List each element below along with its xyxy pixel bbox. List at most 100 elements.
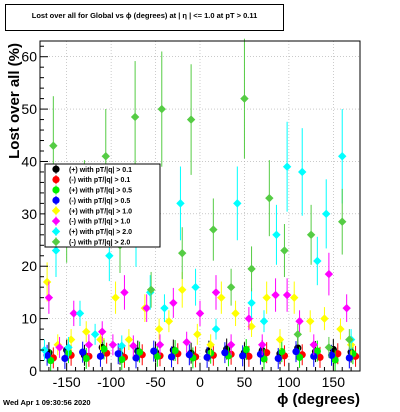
data-point (282, 162, 292, 171)
data-point (75, 309, 85, 318)
data-point (51, 246, 61, 255)
y-tick-label: 60 (21, 49, 37, 65)
data-point (259, 317, 269, 326)
data-point (132, 354, 140, 362)
data-point (191, 282, 200, 292)
data-point (193, 330, 202, 339)
y-axis-label: Lost over all (%) (6, 43, 23, 159)
data-point (185, 351, 193, 359)
data-point (345, 335, 354, 344)
data-point (129, 341, 138, 351)
data-point (43, 351, 51, 359)
data-point (316, 353, 324, 361)
data-point (40, 345, 49, 355)
x-tick-label: -50 (145, 374, 165, 390)
data-point (275, 335, 285, 344)
data-point (280, 246, 289, 255)
data-point (310, 352, 318, 360)
data-point (324, 269, 334, 279)
legend-label: (-) with pT/|q| > 0.5 (69, 198, 130, 205)
legend-label: (+) with pT/|q| > 0.5 (69, 188, 132, 195)
data-point (271, 290, 280, 300)
data-point (245, 352, 253, 360)
data-point (171, 346, 179, 355)
data-point (169, 298, 178, 308)
data-point (263, 349, 271, 357)
data-point (61, 354, 69, 363)
legend-box (44, 163, 161, 248)
data-point (272, 230, 281, 240)
data-point (274, 354, 282, 363)
data-point (155, 340, 165, 350)
data-point (336, 324, 345, 334)
data-point (160, 303, 169, 313)
data-point (167, 353, 176, 361)
data-point (322, 209, 331, 219)
data-point (146, 285, 156, 295)
data-point (47, 356, 55, 365)
data-point (217, 293, 226, 302)
data-point (239, 352, 247, 360)
x-axis-label: ϕ (degrees) (277, 391, 360, 408)
data-point (90, 330, 100, 339)
data-point (114, 350, 122, 358)
data-point (247, 298, 256, 308)
legend-label: (+) with pT/|q| > 2.0 (69, 229, 132, 236)
data-point (247, 322, 256, 331)
data-point (211, 324, 221, 334)
data-point (111, 293, 120, 302)
data-point (327, 351, 336, 359)
data-point (338, 152, 347, 161)
data-point (82, 327, 91, 336)
data-point (153, 352, 161, 360)
data-point (84, 340, 94, 350)
data-point (334, 350, 342, 358)
data-point (209, 225, 218, 234)
data-point (98, 327, 107, 336)
data-point (203, 353, 211, 361)
data-point (195, 309, 205, 318)
data-point (157, 104, 166, 114)
data-point (79, 348, 87, 356)
data-point (313, 256, 322, 266)
data-point (293, 330, 302, 339)
data-point (178, 248, 187, 258)
timestamp-footer: Wed Apr 1 09:30:56 2020 (3, 398, 91, 407)
data-point (282, 290, 292, 300)
data-point (309, 340, 318, 350)
data-point (124, 335, 134, 344)
data-point (64, 343, 73, 352)
y-tick-label: 0 (29, 363, 37, 379)
x-tick-label: 150 (322, 374, 346, 390)
data-point (306, 317, 315, 326)
x-tick-label: -150 (53, 374, 81, 390)
data-point (324, 343, 334, 352)
data-point (101, 152, 110, 161)
legend-label: (-) with pT/|q| > 0.1 (69, 177, 130, 184)
data-point (265, 193, 274, 203)
data-point (290, 293, 299, 302)
y-tick-label: 30 (21, 206, 37, 222)
data-point (211, 288, 221, 297)
data-point (306, 230, 316, 240)
data-point (247, 264, 256, 274)
data-point (258, 340, 267, 350)
y-tick-label: 10 (21, 311, 37, 327)
data-point (142, 303, 151, 313)
legend-label: (-) with pT/|q| > 2.0 (69, 239, 130, 246)
data-point (135, 348, 144, 356)
data-point (206, 340, 215, 350)
data-point (118, 355, 126, 364)
data-point (345, 354, 353, 362)
x-tick-label: 50 (237, 374, 253, 390)
y-tick-label: 40 (21, 153, 37, 169)
data-point (120, 288, 129, 297)
data-point (69, 309, 78, 318)
data-point (226, 340, 236, 350)
data-point (82, 354, 90, 363)
data-point (49, 141, 58, 150)
data-point (233, 199, 242, 208)
x-tick-label: 100 (277, 374, 301, 390)
data-point (178, 285, 187, 295)
